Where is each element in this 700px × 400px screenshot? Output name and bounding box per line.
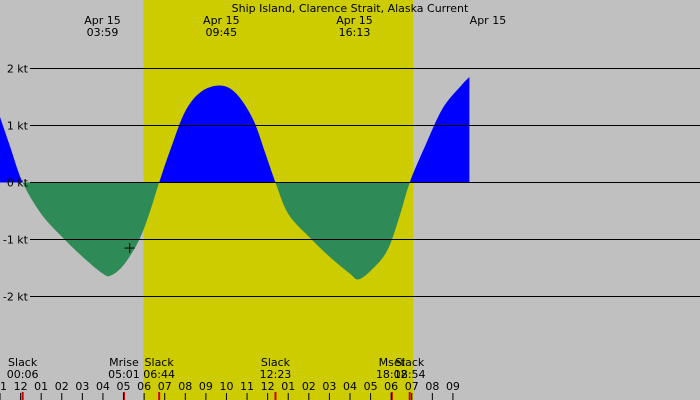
hour-tick-label: 02	[302, 380, 316, 393]
hour-tick-label: 02	[55, 380, 69, 393]
hour-tick-label: 08	[178, 380, 192, 393]
event-label: Slack	[261, 356, 291, 369]
hour-tick-label: 12	[14, 380, 28, 393]
y-tick-label: -2 kt	[3, 291, 29, 304]
hour-tick-label: 11	[0, 380, 7, 393]
hour-tick-label: 08	[425, 380, 439, 393]
top-date-label: Apr 15	[336, 14, 373, 27]
current-position-marker	[124, 243, 135, 254]
hour-tick-label: 06	[384, 380, 398, 393]
top-date-label: Apr 15	[470, 14, 507, 27]
chart-title: Ship Island, Clarence Strait, Alaska Cur…	[232, 2, 469, 15]
hour-tick-label: 01	[34, 380, 48, 393]
y-tick-label: 2 kt	[7, 63, 29, 76]
hour-tick-label: 07	[158, 380, 172, 393]
hour-tick-label: 05	[364, 380, 378, 393]
event-time: 18:02	[376, 368, 408, 381]
hour-tick-label: 06	[137, 380, 151, 393]
event-label: Slack	[8, 356, 38, 369]
hour-axis: 11 12 01 02 03 04 05 06 07 08 09 10 11 12 01 02 03 04 05 06…	[0, 380, 460, 400]
y-tick-label: -1 kt	[3, 234, 29, 247]
hour-tick-label: 11	[240, 380, 254, 393]
event-time: 12:23	[260, 368, 292, 381]
current-areas	[0, 77, 470, 280]
gridlines	[30, 68, 700, 297]
y-tick-labels: 2 kt 1 kt 0 kt -1 kt -2 kt	[3, 63, 29, 304]
ebb-area	[0, 182, 470, 280]
y-tick-label: 1 kt	[7, 120, 29, 133]
top-time-label: 16:13	[339, 26, 371, 39]
hour-tick-label: 09	[199, 380, 213, 393]
event-label: Mset	[379, 356, 406, 369]
event-time: 06:44	[143, 368, 175, 381]
hour-tick-label: 04	[96, 380, 110, 393]
event-time: 05:01	[108, 368, 140, 381]
hour-tick-label: 01	[281, 380, 295, 393]
top-time-label: 03:59	[87, 26, 119, 39]
top-time-label: 09:45	[205, 26, 237, 39]
top-date-label: Apr 15	[84, 14, 121, 27]
hour-tick-label: 09	[446, 380, 460, 393]
event-label: Slack	[145, 356, 175, 369]
hour-tick-label: 03	[75, 380, 89, 393]
hour-tick-label: 03	[322, 380, 336, 393]
event-labels: Slack00:06Mrise05:01Slack06:44Slack12:23…	[7, 356, 426, 400]
event-time: 18:54	[394, 368, 426, 381]
flood-area	[0, 77, 470, 183]
hour-tick-label: 10	[219, 380, 233, 393]
top-date-label: Apr 15	[203, 14, 240, 27]
event-label: Slack	[395, 356, 425, 369]
hour-tick-label: 07	[405, 380, 419, 393]
hour-tick-label: 04	[343, 380, 357, 393]
event-time: 00:06	[7, 368, 39, 381]
event-label: Mrise	[109, 356, 139, 369]
y-tick-label: 0 kt	[7, 177, 29, 190]
hour-tick-label: 12	[261, 380, 275, 393]
hour-tick-label: 05	[117, 380, 131, 393]
